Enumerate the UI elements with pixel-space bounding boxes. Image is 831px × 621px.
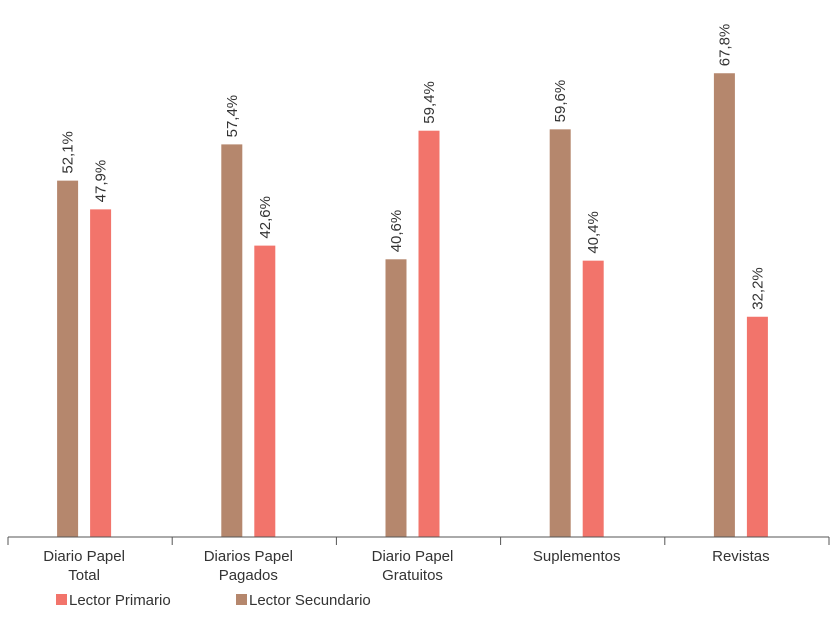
data-label: 52,1% [60,131,77,174]
legend: Lector Primario Lector Secundario [56,592,371,609]
bar-lector-secundario-1 [221,144,242,537]
bars-group [57,73,768,537]
x-tick-label: Pagados [219,567,278,584]
legend-swatch-lector-secundario [236,594,247,605]
bar-lector-secundario-3 [550,129,571,537]
x-tick-label: Total [68,567,100,584]
bar-lector-primario-0 [90,209,111,537]
data-label: 59,4% [421,81,438,124]
x-tick-label: Diario Papel [43,548,125,565]
legend-swatch-lector-primario [56,594,67,605]
data-label: 40,6% [388,210,405,253]
data-label: 40,4% [585,211,602,254]
bar-lector-secundario-0 [57,181,78,537]
data-label: 32,2% [749,267,766,310]
bar-lector-secundario-2 [386,259,407,537]
x-tick-label: Diarios Papel [204,548,293,565]
x-tick-label: Revistas [712,548,770,565]
bar-lector-primario-1 [254,246,275,537]
legend-label-lector-primario: Lector Primario [69,592,171,609]
data-labels-group: 52,1% 47,9% 57,4% 42,6% 40,6% 59,4% 59,6% 40,4%… [60,24,767,310]
x-tick-label: Gratuitos [382,567,443,584]
x-tick-label: Suplementos [533,548,621,565]
data-label: 47,9% [93,160,110,203]
data-label: 42,6% [257,196,274,239]
bar-lector-primario-3 [583,261,604,537]
x-tick-label: Diario Papel [372,548,454,565]
bar-lector-primario-2 [419,131,440,537]
data-label: 59,6% [552,80,569,123]
x-axis: Diario Papel Total Diarios Papel Pagados Dia… [8,537,829,584]
data-label: 57,4% [224,95,241,138]
bar-lector-primario-4 [747,317,768,537]
bar-lector-secundario-4 [714,73,735,537]
legend-label-lector-secundario: Lector Secundario [249,592,371,609]
data-label: 67,8% [716,24,733,67]
